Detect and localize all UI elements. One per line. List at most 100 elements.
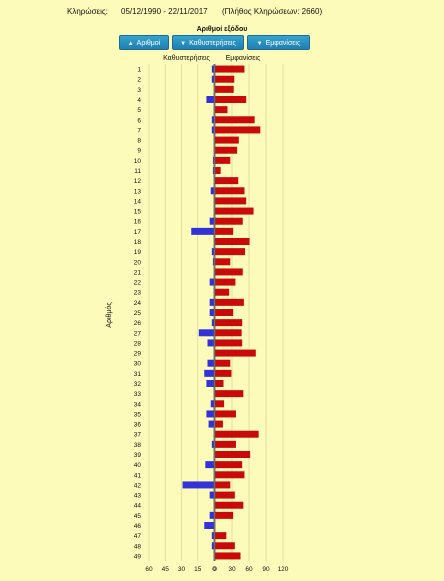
appearance-bar: [215, 471, 245, 479]
category-label: 41: [134, 472, 142, 479]
category-label: 12: [134, 178, 142, 185]
right-tick-label: 60: [245, 566, 253, 573]
delay-bar: [191, 227, 214, 235]
delay-bar: [204, 369, 214, 377]
appearance-bar: [215, 501, 244, 509]
appearance-bar: [215, 532, 227, 540]
category-label: 5: [137, 107, 141, 114]
delay-bar: [211, 532, 214, 540]
appearance-bar: [215, 359, 231, 367]
date-range: 05/12/1990 - 22/11/2017: [121, 7, 208, 16]
y-axis-label: Αριθμός: [105, 302, 113, 328]
category-label: 26: [134, 320, 142, 327]
appearance-bar: [215, 126, 261, 134]
category-label: 2: [137, 77, 141, 84]
sort-up-arrow-icon: ▲: [127, 41, 134, 47]
delay-bar: [211, 440, 214, 448]
category-label: 23: [134, 290, 142, 297]
left-tick-label: 30: [178, 566, 186, 573]
appearance-bar: [215, 349, 256, 357]
category-label: 6: [137, 117, 141, 124]
delay-bar: [198, 329, 214, 337]
category-label: 31: [134, 371, 142, 378]
left-panel-title: Καθυστερήσεις: [163, 55, 210, 62]
appearance-bar: [215, 400, 225, 408]
category-label: 7: [137, 127, 141, 134]
category-label: 15: [134, 209, 142, 216]
appearance-bar: [215, 248, 246, 256]
sort-down-arrow-icon: ▼: [256, 41, 263, 47]
appearance-bar: [215, 146, 238, 154]
appearance-bar: [215, 268, 243, 276]
category-label: 43: [134, 493, 142, 500]
appearance-bar: [215, 380, 224, 387]
appearance-bar: [215, 329, 242, 337]
delay-bar: [211, 126, 214, 134]
category-label: 28: [134, 340, 142, 347]
category-label: 22: [134, 280, 142, 287]
category-label: 21: [134, 269, 142, 276]
appearance-bar: [215, 481, 231, 489]
delay-bar: [206, 96, 214, 103]
appearance-bar: [215, 197, 247, 205]
right-tick-label: 120: [278, 566, 289, 573]
category-label: 8: [137, 138, 141, 145]
category-label: 9: [137, 148, 141, 155]
delay-bar: [211, 319, 214, 327]
right-panel-title: Εμφανίσεις: [226, 54, 261, 62]
appearance-bar: [215, 227, 234, 235]
appearance-bar: [215, 96, 247, 103]
category-label: 49: [134, 553, 142, 560]
delay-bar: [209, 309, 214, 316]
appearance-bar: [215, 298, 244, 306]
appearance-bar: [215, 167, 221, 174]
appearance-bar: [215, 410, 236, 418]
appearance-bar: [215, 319, 243, 327]
appearance-bar: [215, 187, 245, 195]
delay-bar: [210, 187, 214, 195]
delay-bar: [212, 156, 214, 164]
sort-by-appearances-button[interactable]: ▼ Εμφανίσεις: [247, 35, 310, 50]
category-label: 4: [137, 97, 141, 104]
right-tick-label: 30: [228, 566, 236, 573]
category-label: 38: [134, 442, 142, 449]
appearance-bar: [215, 491, 235, 499]
delay-bar: [211, 75, 214, 83]
appearance-bar: [215, 420, 223, 428]
category-label: 11: [134, 168, 141, 175]
left-tick-label: 0: [212, 566, 216, 573]
category-label: 42: [134, 482, 142, 489]
category-label: 17: [134, 229, 142, 236]
delay-bar: [182, 481, 214, 489]
category-label: 36: [134, 422, 142, 429]
delay-bar: [209, 298, 214, 306]
category-label: 16: [134, 219, 142, 226]
delay-bar: [209, 217, 214, 225]
sort-by-delays-button[interactable]: ▼ Καθυστερήσεις: [172, 35, 244, 50]
appearance-bar: [215, 542, 235, 550]
category-label: 32: [134, 381, 142, 388]
category-label: 20: [134, 259, 142, 266]
appearance-bar: [215, 65, 245, 73]
category-label: 30: [134, 361, 142, 368]
category-label: 18: [134, 239, 142, 246]
category-label: 10: [134, 158, 142, 165]
appearance-bar: [215, 238, 250, 245]
right-tick-label: 90: [262, 566, 270, 573]
appearance-bar: [215, 75, 235, 83]
sort-by-number-button[interactable]: ▲ Αριθμοί: [119, 35, 169, 50]
category-label: 29: [134, 351, 142, 358]
category-label: 1: [137, 67, 141, 74]
left-tick-label: 60: [145, 566, 153, 573]
category-label: 35: [134, 411, 142, 418]
delay-bar: [212, 258, 214, 266]
category-label: 24: [134, 300, 142, 307]
category-label: 47: [134, 533, 142, 540]
appearance-bar: [215, 461, 243, 469]
delay-bar: [211, 116, 214, 124]
appearance-bar: [215, 339, 243, 347]
appearance-bar: [215, 278, 236, 286]
delay-bar: [208, 420, 214, 428]
appearance-bar: [215, 390, 244, 398]
